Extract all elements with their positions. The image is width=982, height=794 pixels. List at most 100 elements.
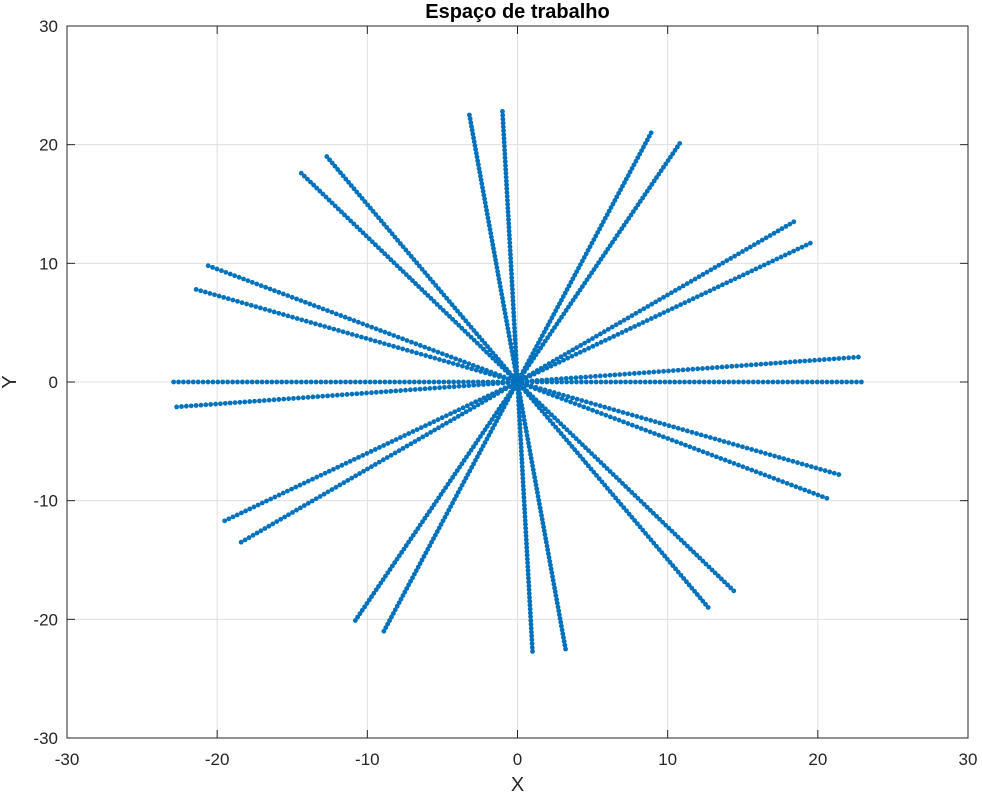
data-point (709, 365, 715, 371)
data-point (416, 284, 422, 289)
data-point (332, 163, 338, 169)
data-point (460, 315, 466, 320)
data-point (212, 292, 217, 298)
data-point (604, 212, 610, 218)
data-point (188, 403, 194, 409)
data-point (534, 368, 540, 373)
data-point (500, 120, 506, 126)
data-point (389, 439, 395, 444)
data-point (351, 456, 357, 462)
data-point (390, 611, 396, 616)
data-point (446, 507, 452, 513)
data-point (593, 373, 598, 379)
data-point (510, 356, 516, 362)
data-point (398, 596, 404, 602)
data-point (535, 494, 541, 499)
data-point (496, 374, 502, 380)
data-point (480, 443, 486, 449)
data-point (530, 351, 536, 356)
data-point (242, 399, 248, 405)
data-point (841, 355, 847, 361)
data-point (568, 399, 573, 405)
data-point (642, 192, 648, 197)
data-point (455, 489, 461, 495)
data-point (383, 573, 388, 579)
data-point (417, 561, 423, 566)
data-point (210, 379, 216, 385)
data-point (434, 498, 439, 504)
data-point (657, 379, 663, 385)
data-point (237, 399, 243, 405)
data-point (824, 379, 830, 385)
data-point (659, 550, 665, 556)
data-point (402, 589, 408, 595)
data-point (522, 518, 528, 523)
data-point (703, 433, 709, 439)
data-point (329, 309, 335, 315)
data-point (502, 147, 508, 153)
data-point (366, 597, 372, 603)
data-point (580, 258, 585, 264)
data-point (432, 427, 438, 433)
data-point (480, 185, 485, 190)
data-point (538, 345, 544, 351)
data-point (548, 562, 553, 568)
data-point (564, 379, 570, 385)
data-point (793, 484, 799, 490)
data-point (422, 386, 428, 392)
data-point (721, 379, 727, 385)
data-point (802, 358, 808, 364)
data-point (313, 321, 318, 327)
data-point (516, 402, 522, 408)
data-point (589, 240, 595, 246)
data-point (612, 236, 618, 242)
data-point (381, 628, 387, 634)
data-point (644, 137, 650, 143)
data-point (611, 333, 617, 339)
data-point (577, 453, 583, 459)
data-point (512, 329, 518, 335)
data-point (665, 436, 671, 441)
data-point (851, 355, 856, 360)
data-point (555, 427, 561, 433)
data-point (205, 379, 211, 385)
data-point (745, 270, 750, 276)
data-point (408, 441, 414, 447)
data-point (735, 443, 741, 448)
data-point (620, 481, 625, 486)
data-point (583, 251, 589, 257)
data-point (705, 451, 710, 456)
data-point (461, 457, 467, 463)
data-point (427, 276, 433, 282)
data-point (773, 360, 778, 366)
data-point (471, 337, 477, 343)
data-point (554, 356, 560, 362)
data-point (423, 353, 429, 358)
data-point (223, 269, 229, 275)
data-point (585, 247, 591, 253)
data-point (570, 297, 576, 303)
data-point (496, 361, 502, 367)
data-point (508, 341, 514, 347)
data-point (394, 603, 400, 609)
data-point (463, 318, 469, 324)
data-point (674, 304, 679, 310)
data-point (504, 182, 509, 188)
data-point (703, 290, 709, 296)
data-point (574, 379, 579, 385)
data-point (276, 310, 282, 316)
data-point (563, 308, 569, 313)
data-point (560, 294, 566, 299)
data-point (479, 181, 485, 187)
data-point (496, 276, 502, 282)
data-point (411, 257, 417, 263)
data-point (183, 403, 189, 409)
data-point (507, 248, 513, 253)
data-point (422, 290, 428, 295)
data-point (396, 600, 402, 606)
data-point (621, 317, 627, 323)
data-point (518, 448, 524, 454)
data-point (660, 434, 666, 440)
data-point (482, 427, 488, 433)
data-point (550, 577, 556, 583)
